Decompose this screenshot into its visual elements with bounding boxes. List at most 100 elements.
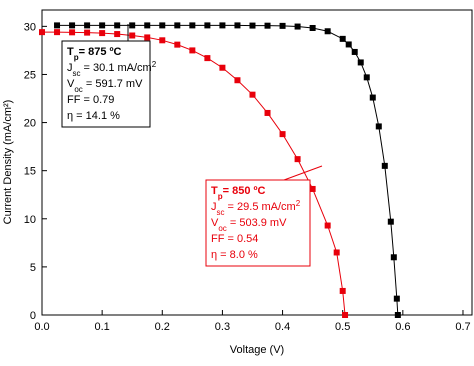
y-tick-label: 25 bbox=[24, 69, 36, 81]
data-point bbox=[333, 249, 340, 256]
annotation-segment: oc bbox=[218, 224, 226, 233]
annotation-text: FF = 0.79 bbox=[67, 94, 114, 106]
annotation-segment: = 29.5 mA/cm bbox=[225, 201, 296, 213]
annotation-segment: FF = 0.79 bbox=[67, 94, 114, 106]
y-tick-label: 0 bbox=[30, 310, 36, 322]
data-point bbox=[54, 22, 61, 29]
data-point bbox=[144, 34, 151, 41]
data-point bbox=[309, 24, 316, 31]
data-point bbox=[234, 22, 241, 29]
annotation-segment: p bbox=[74, 53, 79, 62]
annotation-segment: = 850 ºC bbox=[223, 185, 266, 197]
data-point bbox=[204, 22, 211, 29]
x-tick-label: 0.6 bbox=[395, 321, 410, 333]
y-axis-title: Current Density (mA/cm²) bbox=[2, 100, 14, 225]
x-tick-label: 0.7 bbox=[455, 321, 470, 333]
data-point bbox=[342, 312, 349, 318]
annotation-text: Tp= 875 ºC bbox=[67, 46, 122, 62]
data-point bbox=[174, 41, 181, 48]
annotation-segment: J bbox=[211, 201, 217, 213]
data-point bbox=[204, 55, 211, 62]
data-point bbox=[264, 22, 271, 29]
x-tick-label: 0.2 bbox=[155, 321, 170, 333]
data-point bbox=[69, 22, 76, 29]
data-point bbox=[351, 48, 358, 55]
data-point bbox=[99, 30, 106, 37]
data-point bbox=[114, 22, 121, 29]
y-tick-label: 5 bbox=[30, 262, 36, 274]
annotation-segment: 2 bbox=[296, 199, 301, 208]
annotation-segment: p bbox=[218, 192, 223, 201]
data-point bbox=[357, 59, 364, 66]
annotation-segment: η = 14.1 % bbox=[67, 110, 120, 122]
plot-frame bbox=[41, 9, 473, 316]
data-point bbox=[324, 28, 331, 35]
x-tick-label: 0.0 bbox=[34, 321, 49, 333]
data-point bbox=[339, 35, 346, 42]
x-tick-label: 0.5 bbox=[335, 321, 350, 333]
annotation-text: η = 14.1 % bbox=[67, 110, 120, 122]
data-point bbox=[279, 22, 286, 29]
data-point bbox=[249, 22, 256, 29]
y-tick-label: 10 bbox=[24, 214, 36, 226]
data-point bbox=[249, 91, 256, 98]
data-point bbox=[394, 312, 401, 318]
annotation-segment: sc bbox=[73, 69, 81, 78]
data-point bbox=[369, 94, 376, 101]
annotation-box bbox=[61, 40, 151, 128]
data-point bbox=[159, 37, 166, 44]
data-point bbox=[84, 22, 91, 29]
x-tick-label: 0.1 bbox=[94, 321, 109, 333]
data-point bbox=[159, 22, 166, 29]
x-tick-label: 0.3 bbox=[215, 321, 230, 333]
data-point bbox=[387, 218, 394, 225]
data-point bbox=[174, 22, 181, 29]
data-point bbox=[324, 222, 331, 229]
data-point bbox=[99, 22, 106, 29]
annotation-text: Tp= 850 ºC bbox=[211, 185, 266, 201]
data-point bbox=[345, 41, 352, 48]
annotation-segment: V bbox=[67, 78, 75, 90]
data-point bbox=[264, 109, 271, 116]
annotation-box bbox=[205, 179, 311, 267]
data-point bbox=[84, 29, 91, 36]
data-point bbox=[189, 22, 196, 29]
data-point bbox=[294, 23, 301, 30]
annotation-segment: FF = 0.54 bbox=[211, 233, 258, 245]
data-point bbox=[393, 295, 400, 302]
data-point bbox=[279, 131, 286, 138]
annotation-text: η = 8.0 % bbox=[211, 249, 258, 261]
data-point bbox=[234, 77, 241, 84]
annotation-segment: = 591.7 mV bbox=[83, 78, 143, 90]
data-point bbox=[129, 22, 136, 29]
y-tick-label: 15 bbox=[24, 166, 36, 178]
annotation-segment: = 30.1 mA/cm bbox=[81, 62, 152, 74]
x-tick-label: 0.4 bbox=[275, 321, 290, 333]
data-point bbox=[294, 156, 301, 163]
annotation-segment: sc bbox=[217, 208, 225, 217]
annotation-text: FF = 0.54 bbox=[211, 233, 258, 245]
data-point bbox=[339, 287, 346, 294]
data-point bbox=[114, 31, 121, 38]
annotation-segment: = 503.9 mV bbox=[227, 217, 287, 229]
data-point bbox=[189, 47, 196, 54]
annotation-text: Jsc = 30.1 mA/cm2 bbox=[67, 60, 157, 78]
data-point bbox=[363, 74, 370, 81]
x-axis-title: Voltage (V) bbox=[230, 344, 284, 356]
annotation-segment: J bbox=[67, 62, 73, 74]
data-point bbox=[39, 29, 45, 36]
data-point bbox=[375, 123, 382, 130]
data-point bbox=[219, 64, 226, 71]
annotation-segment: T bbox=[67, 46, 74, 58]
annotation-segment: 2 bbox=[152, 60, 157, 69]
annotation-leader bbox=[283, 165, 323, 181]
annotation-segment: T bbox=[211, 185, 218, 197]
data-point bbox=[390, 254, 397, 261]
annotation-text: Jsc = 29.5 mA/cm2 bbox=[211, 199, 301, 217]
data-point bbox=[129, 32, 136, 39]
y-tick-label: 30 bbox=[24, 21, 36, 33]
data-point bbox=[144, 22, 151, 29]
annotation-text: Voc = 503.9 mV bbox=[211, 217, 287, 233]
annotation-text: Voc = 591.7 mV bbox=[67, 78, 143, 94]
